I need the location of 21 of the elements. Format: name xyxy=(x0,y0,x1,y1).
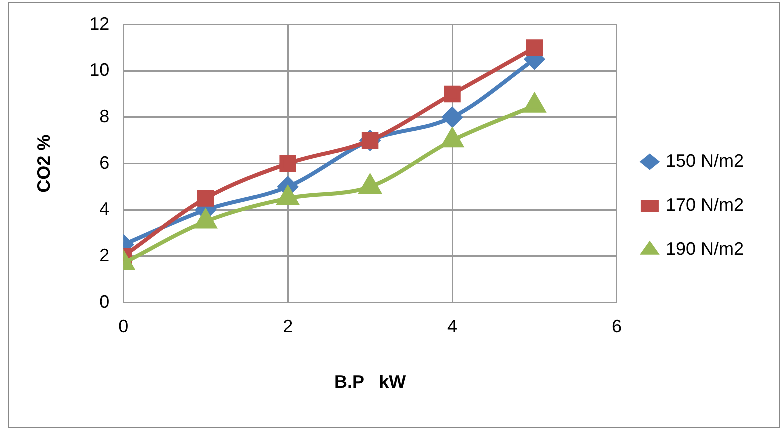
x-axis-title: B.P kW xyxy=(334,372,406,392)
y-tick-label: 10 xyxy=(90,60,110,80)
y-axis-title: CO2 % xyxy=(34,134,54,193)
point xyxy=(444,86,461,103)
point xyxy=(526,40,544,56)
y-tick-label: 6 xyxy=(100,152,110,173)
y-tick-label: 4 xyxy=(100,199,110,220)
y-tick-label: 8 xyxy=(100,106,110,126)
legend-label: 150 N/m2 xyxy=(666,150,744,171)
x-tick-label: 0 xyxy=(118,316,129,337)
point xyxy=(197,190,214,207)
y-tick-label: 2 xyxy=(100,245,110,266)
x-tick-label: 2 xyxy=(283,316,294,337)
legend-label: 190 N/m2 xyxy=(666,238,744,259)
x-tick-label: 4 xyxy=(448,316,458,337)
legend-label: 170 N/m2 xyxy=(666,194,744,215)
y-tick-label: 12 xyxy=(90,14,110,34)
x-tick-label: 6 xyxy=(612,316,622,337)
point xyxy=(280,155,296,172)
point xyxy=(442,107,463,128)
y-tick-label: 0 xyxy=(100,292,110,312)
